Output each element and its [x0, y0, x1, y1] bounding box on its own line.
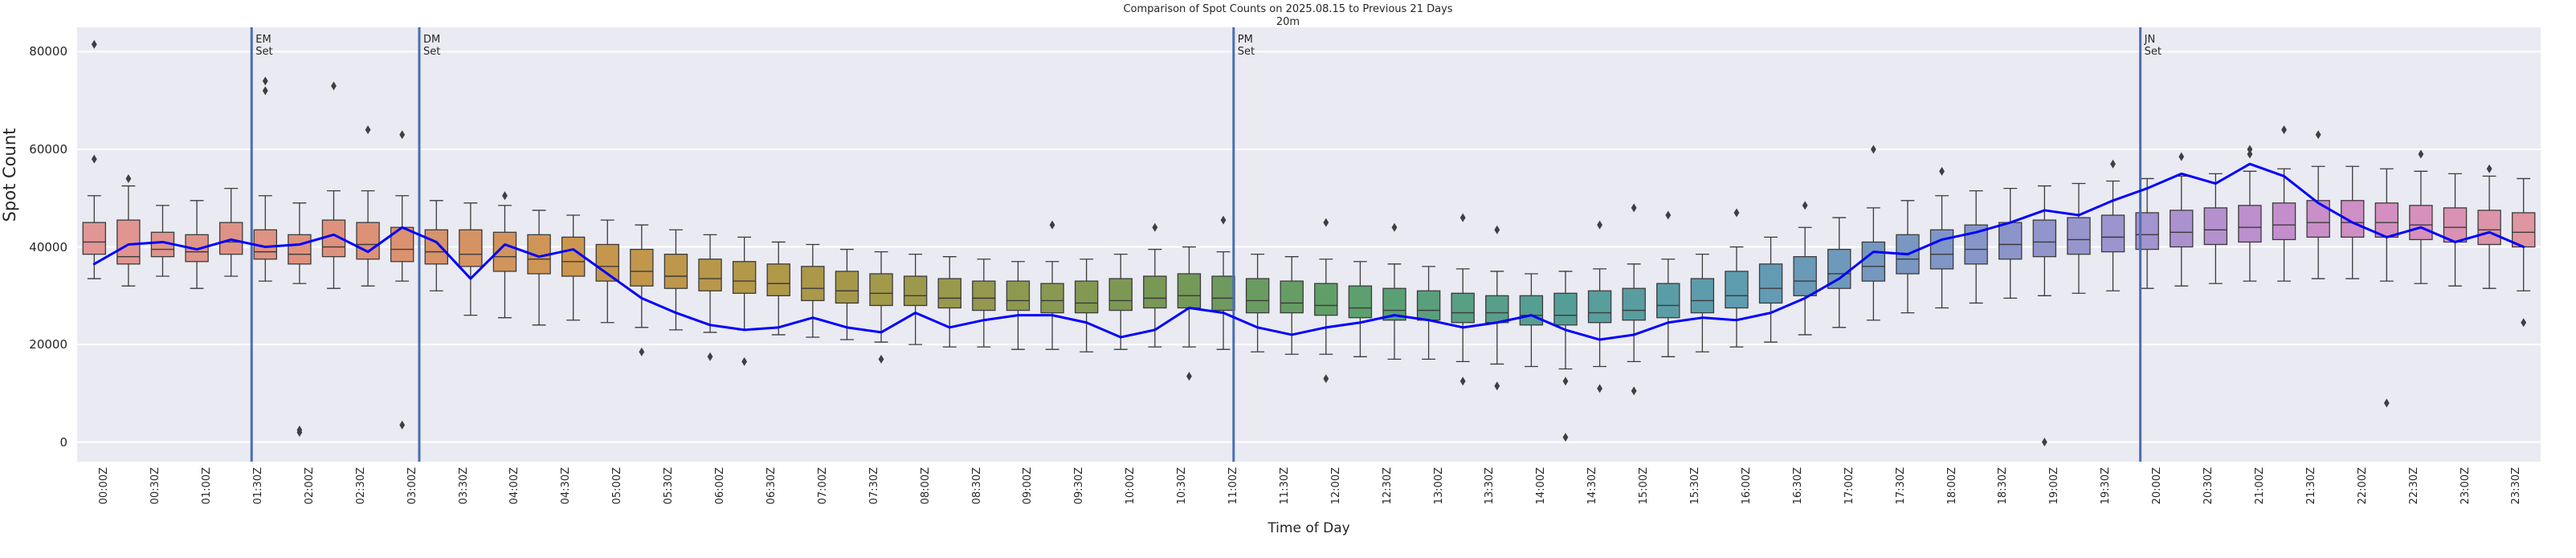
x-tick-label: 00:00Z [98, 467, 111, 505]
x-tick-label: 12:30Z [1381, 467, 1394, 505]
x-tick-label: 05:30Z [663, 467, 676, 505]
x-tick-label: 02:30Z [354, 467, 367, 505]
x-axis-ticks: 00:00Z 00:30Z 01:00Z 01:30Z 02:00Z 02:30Z 03:0… [77, 467, 2541, 519]
vline-annotation-line2: Set [2144, 46, 2162, 58]
x-tick-label: 11:00Z [1227, 467, 1239, 505]
x-tick-label: 08:00Z [919, 467, 932, 505]
x-tick-label: 13:00Z [1432, 467, 1445, 505]
x-tick-label: 20:00Z [2151, 467, 2164, 505]
x-tick-label: 18:00Z [1945, 467, 1958, 505]
x-tick-label: 10:00Z [1125, 467, 1137, 505]
x-tick-label: 02:00Z [303, 467, 316, 505]
vline-annotation-line2: Set [423, 46, 441, 58]
chart-title-block: Comparison of Spot Counts on 2025.08.15 … [0, 3, 2576, 29]
vline-annotation: PM Set [1238, 34, 1255, 58]
x-tick-label: 22:00Z [2356, 467, 2369, 505]
x-tick-label: 10:30Z [1176, 467, 1189, 505]
chart-svg [77, 27, 2541, 462]
x-tick-label: 06:30Z [765, 467, 778, 505]
vline-annotation-line1: JN [2144, 34, 2156, 46]
y-tick-label: 0 [59, 434, 67, 450]
x-tick-label: 13:30Z [1484, 467, 1496, 505]
x-tick-label: 23:30Z [2510, 467, 2523, 505]
vline-annotation: JN Set [2145, 34, 2162, 58]
x-tick-label: 14:30Z [1586, 467, 1599, 505]
x-tick-label: 06:00Z [714, 467, 727, 505]
x-tick-label: 08:30Z [970, 467, 983, 505]
x-tick-label: 12:00Z [1329, 467, 1342, 505]
x-tick-label: 00:30Z [149, 467, 162, 505]
x-tick-label: 07:00Z [816, 467, 829, 505]
x-tick-label: 17:00Z [1843, 467, 1855, 505]
chart-title: Comparison of Spot Counts on 2025.08.15 … [1123, 3, 1453, 15]
x-tick-label: 21:00Z [2253, 467, 2266, 505]
x-tick-label: 20:30Z [2202, 467, 2215, 505]
plot-axes[interactable] [77, 27, 2541, 462]
vline-annotation-line2: Set [1237, 46, 1255, 58]
vline-annotation-line1: EM [255, 34, 271, 46]
x-tick-label: 19:30Z [2100, 467, 2113, 505]
x-tick-label: 16:00Z [1740, 467, 1753, 505]
x-tick-label: 05:00Z [611, 467, 624, 505]
x-tick-label: 01:30Z [251, 467, 264, 505]
x-tick-label: 01:00Z [201, 467, 214, 505]
y-tick-label: 80000 [29, 44, 67, 59]
y-axis-label: Spot Count [0, 128, 19, 222]
x-tick-label: 15:00Z [1638, 467, 1651, 505]
x-tick-label: 04:00Z [508, 467, 521, 505]
vline-annotation-line2: Set [255, 46, 273, 58]
x-tick-label: 09:00Z [1022, 467, 1035, 505]
vline-annotation-line1: DM [423, 34, 441, 46]
x-tick-label: 11:30Z [1278, 467, 1291, 505]
x-tick-label: 07:30Z [868, 467, 880, 505]
x-tick-label: 16:30Z [1791, 467, 1804, 505]
vline-annotation: EM Set [255, 34, 272, 58]
x-tick-label: 21:30Z [2305, 467, 2317, 505]
x-axis-label: Time of Day [1268, 520, 1350, 536]
vline-annotation-line1: PM [1237, 34, 1253, 46]
x-tick-label: 22:30Z [2407, 467, 2420, 505]
x-tick-label: 04:30Z [560, 467, 573, 505]
x-tick-label: 03:30Z [457, 467, 470, 505]
x-tick-label: 14:00Z [1535, 467, 1548, 505]
x-tick-label: 23:00Z [2459, 467, 2472, 505]
x-tick-label: 15:30Z [1689, 467, 1702, 505]
x-tick-label: 09:30Z [1073, 467, 1086, 505]
x-tick-label: 19:00Z [2048, 467, 2061, 505]
x-tick-label: 03:00Z [406, 467, 418, 505]
vline-annotation: DM Set [423, 34, 440, 58]
x-tick-label: 17:30Z [1894, 467, 1907, 505]
x-tick-label: 18:30Z [1997, 467, 2010, 505]
plot-area-wrapper [77, 27, 2541, 462]
y-tick-label: 20000 [29, 337, 67, 352]
chart-subtitle: 20m [1276, 16, 1300, 28]
